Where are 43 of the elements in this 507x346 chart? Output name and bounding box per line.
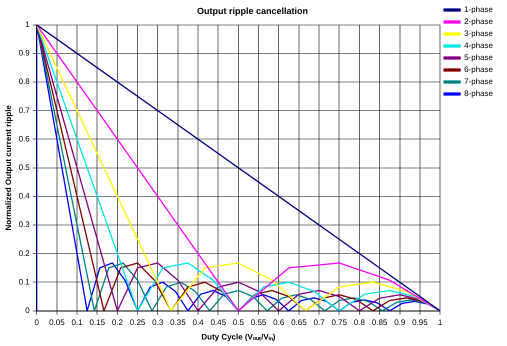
- x-tick-label: 0.4: [192, 318, 204, 327]
- x-tick-label: 0.35: [170, 318, 186, 327]
- y-tick-label: 0: [25, 306, 30, 316]
- x-tick-label: 0.45: [210, 318, 227, 327]
- chart-title: Output ripple cancellation: [196, 6, 308, 16]
- x-tick-label: 0.1: [71, 318, 84, 327]
- x-tick-label: 0.25: [130, 318, 146, 327]
- legend-label: 7-phase: [464, 77, 494, 86]
- legend-label: 3-phase: [464, 29, 494, 38]
- x-tick-label: 0.15: [89, 318, 106, 327]
- y-tick-label: 0.6: [18, 134, 30, 144]
- x-tick-label: 0.7: [314, 318, 326, 327]
- legend-label: 8-phase: [464, 89, 494, 98]
- legend-label: 6-phase: [464, 65, 494, 74]
- y-tick-label: 0.8: [18, 77, 30, 86]
- x-tick-label: 0.3: [152, 318, 164, 327]
- x-tick-label: 0.55: [250, 318, 267, 327]
- y-tick-label: 0.4: [18, 192, 30, 201]
- legend-label: 2-phase: [464, 17, 494, 26]
- y-axis-title: Normalized Output current ripple: [4, 104, 14, 230]
- x-tick-label: 0.2: [112, 318, 124, 327]
- x-tick-label: 0.8: [354, 318, 366, 327]
- y-tick-label: 0.1: [18, 277, 30, 286]
- y-tick-label: 0.7: [18, 106, 30, 115]
- y-tick-label: 0.9: [18, 48, 30, 58]
- legend-label: 4-phase: [464, 41, 494, 50]
- y-tick-label: 0.3: [18, 220, 30, 230]
- x-axis-title: Duty Cycle (Vₒᵤₜ/Vᵢₙ): [201, 332, 276, 342]
- y-tick-label: 0.2: [18, 248, 30, 258]
- x-tick-label: 0.95: [412, 318, 428, 327]
- x-tick-label: 0.65: [291, 318, 308, 327]
- y-tick-label: 1: [25, 20, 30, 30]
- x-tick-label: 0.75: [331, 318, 348, 327]
- x-tick-label: 0.85: [372, 318, 388, 327]
- x-tick-label: 0.9: [394, 318, 406, 327]
- x-tick-label: 0.6: [273, 318, 285, 327]
- x-tick-label: 0: [34, 318, 40, 327]
- legend-label: 1-phase: [464, 5, 494, 14]
- x-tick-label: 1: [438, 318, 443, 327]
- y-tick-label: 0.5: [18, 163, 30, 172]
- x-tick-label: 0.5: [232, 318, 245, 327]
- x-tick-label: 0.05: [49, 318, 66, 327]
- legend-label: 5-phase: [464, 53, 494, 62]
